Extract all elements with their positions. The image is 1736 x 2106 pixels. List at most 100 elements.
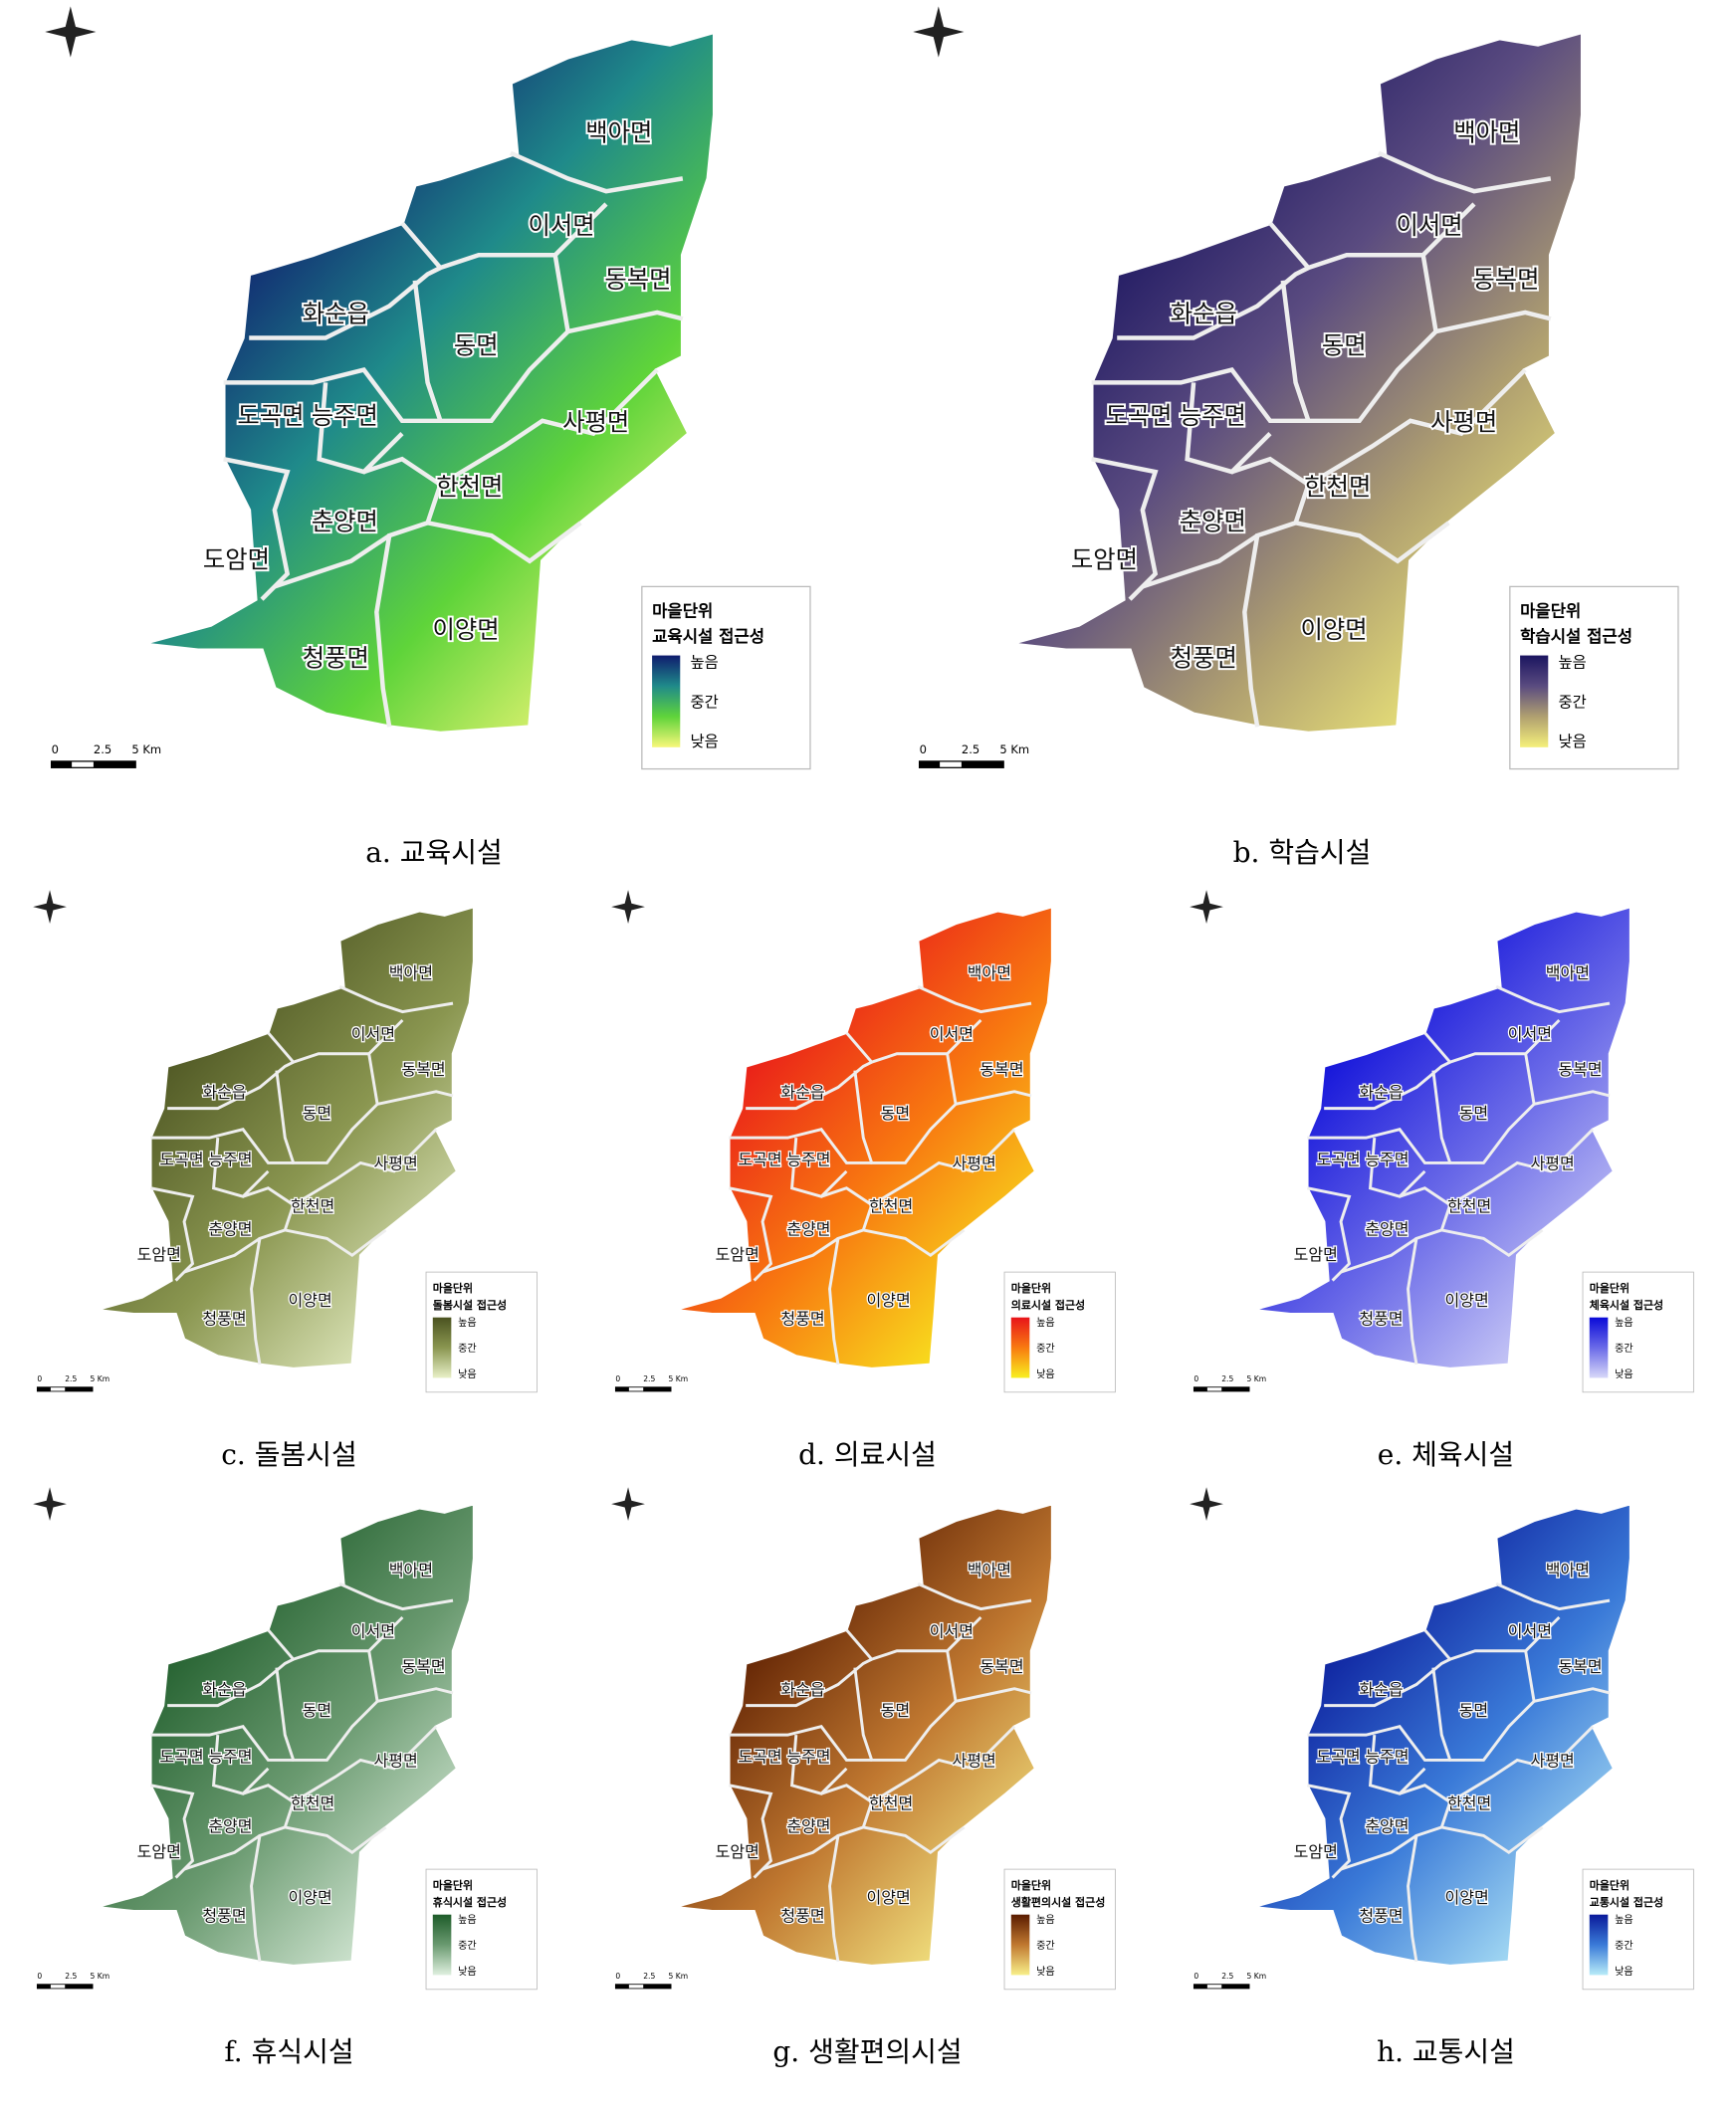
region-border xyxy=(150,1128,294,1164)
region-border xyxy=(870,1128,1016,1206)
scale-label: 5 Km xyxy=(669,1972,689,1981)
region-border xyxy=(149,1186,195,1282)
region-border xyxy=(1230,456,1312,728)
region-label: 동면 xyxy=(1322,330,1367,359)
region-label: 백아면 xyxy=(389,963,433,982)
region-border xyxy=(242,1186,296,1366)
region-label: 백아면 xyxy=(389,1561,433,1580)
region-label: 청풍면 xyxy=(202,1907,246,1926)
region-border xyxy=(1185,382,1272,475)
region-label: 도곡면 xyxy=(159,1150,203,1168)
scale-label: 5 Km xyxy=(1247,1374,1267,1383)
region-label: 춘양면 xyxy=(208,1816,252,1835)
region-label: 동복면 xyxy=(401,1060,445,1079)
compass xyxy=(1190,1487,1223,1521)
region-label: 사평면 xyxy=(374,1155,418,1173)
scale-label: 0 xyxy=(1194,1972,1198,1981)
region-border xyxy=(1399,1186,1452,1366)
region-label: 도암면 xyxy=(1294,1245,1338,1264)
region-label: 백아면 xyxy=(968,963,1011,982)
region-border xyxy=(1368,1735,1426,1795)
legend-title: 휴식시설 접근성 xyxy=(433,1895,507,1909)
region-label: 도곡면 xyxy=(1316,1747,1360,1766)
region-label: 도암면 xyxy=(137,1842,181,1861)
region-label: 사평면 xyxy=(1531,1155,1575,1173)
legend-title: 생활편의시설 접근성 xyxy=(1011,1895,1106,1909)
scale-bar xyxy=(615,1386,629,1391)
region-label: 동면 xyxy=(881,1104,910,1123)
region-label: 한천면 xyxy=(1447,1794,1491,1813)
region-label: 춘양면 xyxy=(1365,1219,1409,1238)
scale-bar xyxy=(65,1984,94,1989)
region-border xyxy=(1368,1138,1426,1198)
region-border xyxy=(317,382,404,475)
region-border xyxy=(845,1018,982,1064)
region-label: 이서면 xyxy=(1508,1622,1552,1641)
region-label: 동면 xyxy=(303,1701,331,1720)
region-label: 도곡면 xyxy=(1316,1150,1360,1168)
region-label: 화순읍 xyxy=(1171,299,1237,327)
region-border xyxy=(1440,1228,1544,1258)
legend-label: 중간 xyxy=(1036,1343,1055,1355)
scale-label: 2.5 xyxy=(643,1972,655,1981)
region-label: 이양면 xyxy=(432,615,499,644)
region-border xyxy=(183,1237,261,1274)
region-border xyxy=(439,367,659,487)
scale-label: 0 xyxy=(920,742,927,756)
legend-label: 낮음 xyxy=(1036,1369,1055,1380)
region-label: 동면 xyxy=(1459,1104,1488,1123)
scale-label: 5 Km xyxy=(131,742,161,756)
region-border xyxy=(917,1581,1032,1611)
region-label: 동면 xyxy=(881,1701,910,1720)
compass xyxy=(33,1487,67,1521)
scale-bar xyxy=(615,1984,629,1989)
region-label: 이서면 xyxy=(351,1622,395,1641)
region-label: 한천면 xyxy=(1304,473,1371,502)
scale-label: 2.5 xyxy=(1221,1972,1233,1981)
region-border xyxy=(761,1834,839,1871)
region-border xyxy=(427,521,582,564)
legend-title: 마을단위 xyxy=(433,1878,473,1892)
legend-title: 돌봄시설 접근성 xyxy=(433,1298,507,1312)
region-border xyxy=(862,1825,966,1855)
region-border xyxy=(917,984,1032,1014)
caption: c. 돌봄시설 xyxy=(221,1438,357,1471)
region-border xyxy=(1324,1657,1451,1708)
region-border xyxy=(1448,1128,1595,1206)
scale-label: 2.5 xyxy=(643,1374,655,1383)
legend-title: 교통시설 접근성 xyxy=(1590,1895,1663,1909)
legend-label: 낮음 xyxy=(1615,1966,1633,1978)
region-border xyxy=(1280,280,1438,424)
region-label: 사평면 xyxy=(953,1155,996,1173)
region-label: 백아면 xyxy=(585,118,652,147)
region-border xyxy=(1340,1237,1417,1274)
compass xyxy=(1190,890,1223,924)
region-border xyxy=(367,1053,454,1107)
legend-title: 마을단위 xyxy=(652,602,713,621)
region-border xyxy=(1431,1070,1536,1164)
region-label: 이양면 xyxy=(288,1291,331,1310)
region-border xyxy=(1440,1825,1544,1855)
region-label: 백아면 xyxy=(968,1561,1011,1580)
region-label: 청풍면 xyxy=(1359,1310,1403,1329)
region-label: 한천면 xyxy=(436,473,503,502)
scale-bar xyxy=(1194,1984,1207,1989)
region-border xyxy=(267,1018,404,1064)
region-label: 도암면 xyxy=(137,1245,181,1264)
region-label: 능주면 xyxy=(312,401,378,430)
scale-label: 2.5 xyxy=(962,742,979,756)
region-border xyxy=(1117,266,1310,340)
region-border xyxy=(1377,150,1552,194)
region-border xyxy=(1423,1615,1561,1661)
region-label: 사평면 xyxy=(953,1752,996,1771)
region-label: 동복면 xyxy=(1558,1657,1602,1676)
region-border xyxy=(845,1615,982,1661)
region-label: 청풍면 xyxy=(1171,643,1237,672)
scale-bar xyxy=(93,760,136,768)
legend-title: 체육시설 접근성 xyxy=(1590,1298,1663,1312)
region-label: 이서면 xyxy=(930,1622,974,1641)
